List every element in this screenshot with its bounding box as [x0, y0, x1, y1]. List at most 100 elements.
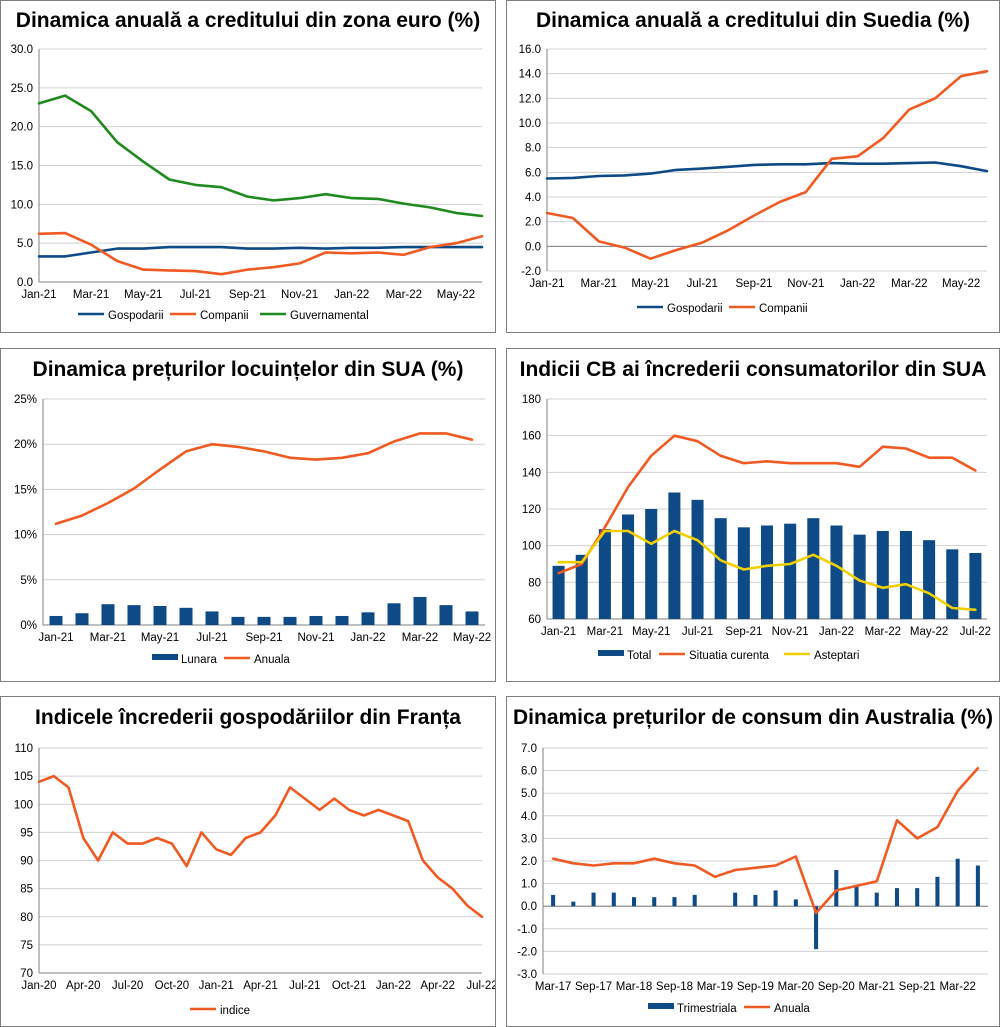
chart-australia-cpi: Dinamica prețurilor de consum din Austra…	[513, 706, 993, 1015]
y-tick-label: 1.0	[521, 879, 537, 891]
bar-lunara	[413, 596, 427, 625]
chart-title: Indicii CB ai încrederii consumatorilor …	[520, 358, 987, 381]
y-tick-label: 60	[528, 614, 541, 626]
legend-label-trimestriala: Trimestriala	[677, 1003, 737, 1015]
y-tick-label: 3.0	[521, 833, 537, 845]
bar-total	[853, 534, 866, 619]
x-tick-label: Jul-22	[960, 626, 991, 638]
chart-euro-credit: Dinamica anuală a creditului din zona eu…	[11, 9, 484, 322]
bar-trimestriala	[672, 897, 677, 907]
bar-trimestriala	[611, 892, 616, 907]
chart-us-consumer-confidence: Indicii CB ai încrederii consumatorilor …	[520, 358, 991, 662]
x-tick-label: Sep-17	[575, 981, 612, 993]
chart-title: Dinamica prețurilor locuințelor din SUA …	[33, 358, 464, 381]
x-tick-label: Mar-21	[581, 278, 617, 290]
y-tick-label: 100	[14, 799, 33, 811]
y-tick-label: 110	[15, 743, 33, 755]
legend-label-gospodarii: Gospodarii	[108, 310, 164, 322]
legend-label-situatia-curenta: Situatia curenta	[689, 650, 770, 662]
bar-lunara	[153, 606, 167, 625]
bar-lunara	[205, 611, 219, 625]
chart-title: Indicele încrederii gospodăriilor din Fr…	[35, 706, 461, 729]
y-tick-label: 80	[20, 912, 33, 924]
chart-panel-us-house-prices: Dinamica prețurilor locuințelor din SUA …	[0, 348, 496, 682]
line-companii	[37, 231, 484, 276]
chart-panel-france-confidence: Indicele încrederii gospodăriilor din Fr…	[0, 696, 496, 1027]
legend-label-anuala: Anuala	[254, 654, 290, 666]
y-tick-label: 5%	[20, 575, 37, 587]
x-tick-label: Apr-21	[243, 980, 278, 992]
bar-total	[807, 518, 820, 619]
bar-total	[876, 531, 889, 619]
bar-lunara	[361, 612, 375, 625]
x-tick-label: May-21	[141, 632, 179, 644]
legend-label-companii: Companii	[759, 303, 808, 315]
bar-total	[598, 529, 611, 619]
y-tick-label: 75	[20, 940, 33, 952]
chart-panel-euro-credit: Dinamica anuală a creditului din zona eu…	[0, 0, 496, 333]
y-tick-label: 25%	[14, 394, 37, 406]
x-tick-label: Sep-20	[818, 981, 855, 993]
bar-trimestriala	[955, 858, 960, 907]
line-gospodarii	[545, 161, 989, 180]
x-tick-label: Jul-21	[289, 980, 320, 992]
x-tick-label: Mar-22	[891, 278, 927, 290]
bar-trimestriala	[874, 892, 879, 907]
x-tick-label: May-22	[453, 632, 491, 644]
bar-trimestriala	[915, 888, 920, 907]
y-tick-label: 140	[522, 467, 541, 479]
bar-trimestriala	[591, 892, 596, 907]
y-tick-label: 85	[20, 884, 33, 896]
bar-lunara	[179, 607, 193, 625]
x-tick-label: Jan-22	[350, 632, 385, 644]
x-tick-label: Jan-21	[541, 626, 576, 638]
x-tick-label: May-21	[632, 626, 670, 638]
x-tick-label: May-22	[910, 626, 948, 638]
x-tick-label: Nov-21	[297, 632, 334, 644]
y-tick-label: 5.0	[17, 238, 33, 250]
legend-label-companii: Companii	[200, 310, 249, 322]
x-tick-label: Sep-18	[656, 981, 693, 993]
bar-total	[645, 509, 658, 619]
legend-label-guvernamental: Guvernamental	[290, 310, 369, 322]
bar-total	[622, 514, 635, 619]
y-tick-label: 10.0	[519, 118, 541, 130]
bar-total	[575, 554, 588, 619]
x-tick-label: Jan-21	[199, 980, 234, 992]
line-situatia-curenta	[557, 434, 977, 575]
x-tick-label: Jan-22	[334, 289, 369, 301]
y-tick-label: 4.0	[521, 811, 537, 823]
bar-trimestriala	[571, 901, 576, 907]
y-tick-label: 8.0	[525, 143, 541, 155]
line-guvernamental	[37, 94, 484, 218]
y-tick-label: 15.0	[11, 161, 33, 173]
x-tick-label: Jul-21	[180, 289, 211, 301]
x-tick-label: Sep-21	[229, 289, 266, 301]
bar-total	[760, 525, 774, 619]
x-tick-label: Jan-22	[376, 980, 411, 992]
x-tick-label: May-21	[631, 278, 669, 290]
bar-trimestriala	[854, 885, 859, 907]
bar-lunara	[231, 616, 245, 625]
x-tick-label: Jan-21	[21, 289, 56, 301]
y-tick-label: 100	[522, 541, 541, 553]
x-tick-label: Jan-22	[819, 626, 854, 638]
bar-trimestriala	[753, 894, 758, 907]
x-tick-label: Mar-22	[386, 289, 422, 301]
x-tick-label: May-22	[437, 289, 475, 301]
line-asteptari	[557, 529, 977, 612]
y-tick-label: 90	[20, 856, 33, 868]
x-tick-label: Jul-22	[466, 980, 495, 992]
x-tick-label: Mar-19	[697, 981, 733, 993]
x-tick-label: Jul-20	[112, 980, 143, 992]
line-anuala	[551, 767, 980, 915]
bar-lunara	[101, 604, 115, 625]
bar-total	[923, 540, 936, 619]
x-tick-label: May-22	[942, 278, 980, 290]
y-tick-label: 14.0	[519, 69, 541, 81]
chart-panel-sweden-credit: Dinamica anuală a creditului din Suedia …	[506, 0, 1000, 333]
x-tick-label: May-21	[124, 289, 162, 301]
bar-lunara	[465, 611, 479, 625]
bar-lunara	[283, 616, 297, 625]
y-tick-label: 2.0	[525, 217, 541, 229]
